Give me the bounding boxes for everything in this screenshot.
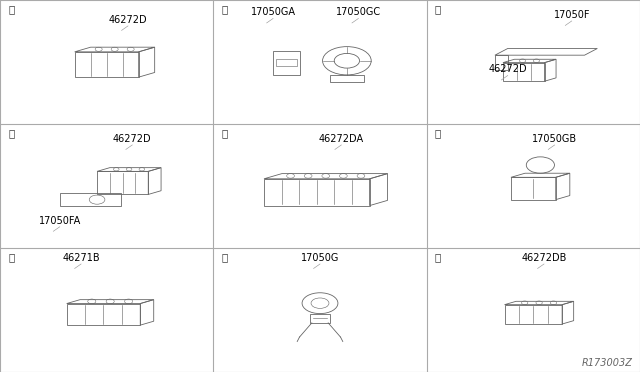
Text: 46272D: 46272D [488,64,527,74]
Text: ⓖ: ⓖ [8,253,15,263]
Text: 46271B: 46271B [62,253,100,263]
Text: ⓗ: ⓗ [221,253,228,263]
Text: 17050F: 17050F [554,10,590,20]
Text: 17050GB: 17050GB [532,134,577,144]
Text: 17050GC: 17050GC [336,7,381,17]
Text: ⓔ: ⓔ [221,128,228,138]
Text: ⓒ: ⓒ [435,4,441,15]
Text: ⓑ: ⓑ [221,4,228,15]
Text: R173003Z: R173003Z [582,357,632,368]
Text: 17050GA: 17050GA [251,7,296,17]
Text: 46272D: 46272D [113,134,152,144]
Text: ⓐ: ⓐ [8,4,15,15]
Text: 17050FA: 17050FA [38,216,81,226]
Text: ⓓ: ⓓ [8,128,15,138]
Text: ⓕ: ⓕ [435,128,441,138]
Text: 46272DA: 46272DA [319,134,364,144]
Text: 17050G: 17050G [301,253,339,263]
Text: 46272DB: 46272DB [522,253,566,263]
Text: ⓘ: ⓘ [435,253,441,263]
Text: 46272D: 46272D [109,15,147,25]
